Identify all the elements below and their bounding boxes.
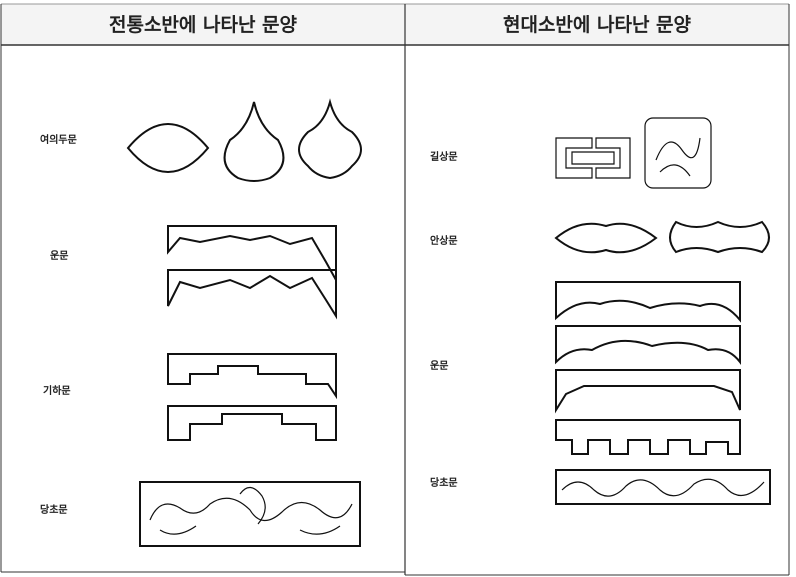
arabesque-motif xyxy=(561,478,765,497)
auspicious-square xyxy=(644,117,712,189)
arabesque-motif xyxy=(149,486,353,535)
heart-shape xyxy=(223,101,285,182)
geometric-band xyxy=(167,353,337,400)
header-right: 현대소반에 나타난 문양 xyxy=(503,14,692,36)
lens-shape xyxy=(126,123,210,173)
cloud-band xyxy=(167,269,337,320)
row-label: 당초문 xyxy=(40,503,68,516)
cartouche-shape xyxy=(669,220,770,254)
row-label: 당초문 xyxy=(430,476,458,489)
cloud-band xyxy=(555,281,741,323)
geometric-band xyxy=(555,419,741,455)
arabesque-panel xyxy=(555,469,771,505)
cloud-band xyxy=(167,225,337,284)
arabesque-panel xyxy=(139,481,361,547)
row-label: 여의두문 xyxy=(40,133,77,146)
heart-shape xyxy=(298,98,362,180)
header-band xyxy=(1,4,789,45)
row-label: 운문 xyxy=(430,360,448,372)
row-label: 길상문 xyxy=(430,150,458,163)
geometric-band xyxy=(555,369,741,414)
cloud-band xyxy=(555,325,741,365)
geometric-band xyxy=(167,405,337,441)
header-left: 전통소반에 나타난 문양 xyxy=(109,14,298,36)
auspicious-motif xyxy=(655,137,701,177)
auspicious-shape xyxy=(555,137,631,179)
row-label: 운문 xyxy=(50,250,68,262)
lens-shape xyxy=(554,222,658,254)
row-label: 기하문 xyxy=(43,384,71,397)
row-label: 안상문 xyxy=(430,234,458,247)
